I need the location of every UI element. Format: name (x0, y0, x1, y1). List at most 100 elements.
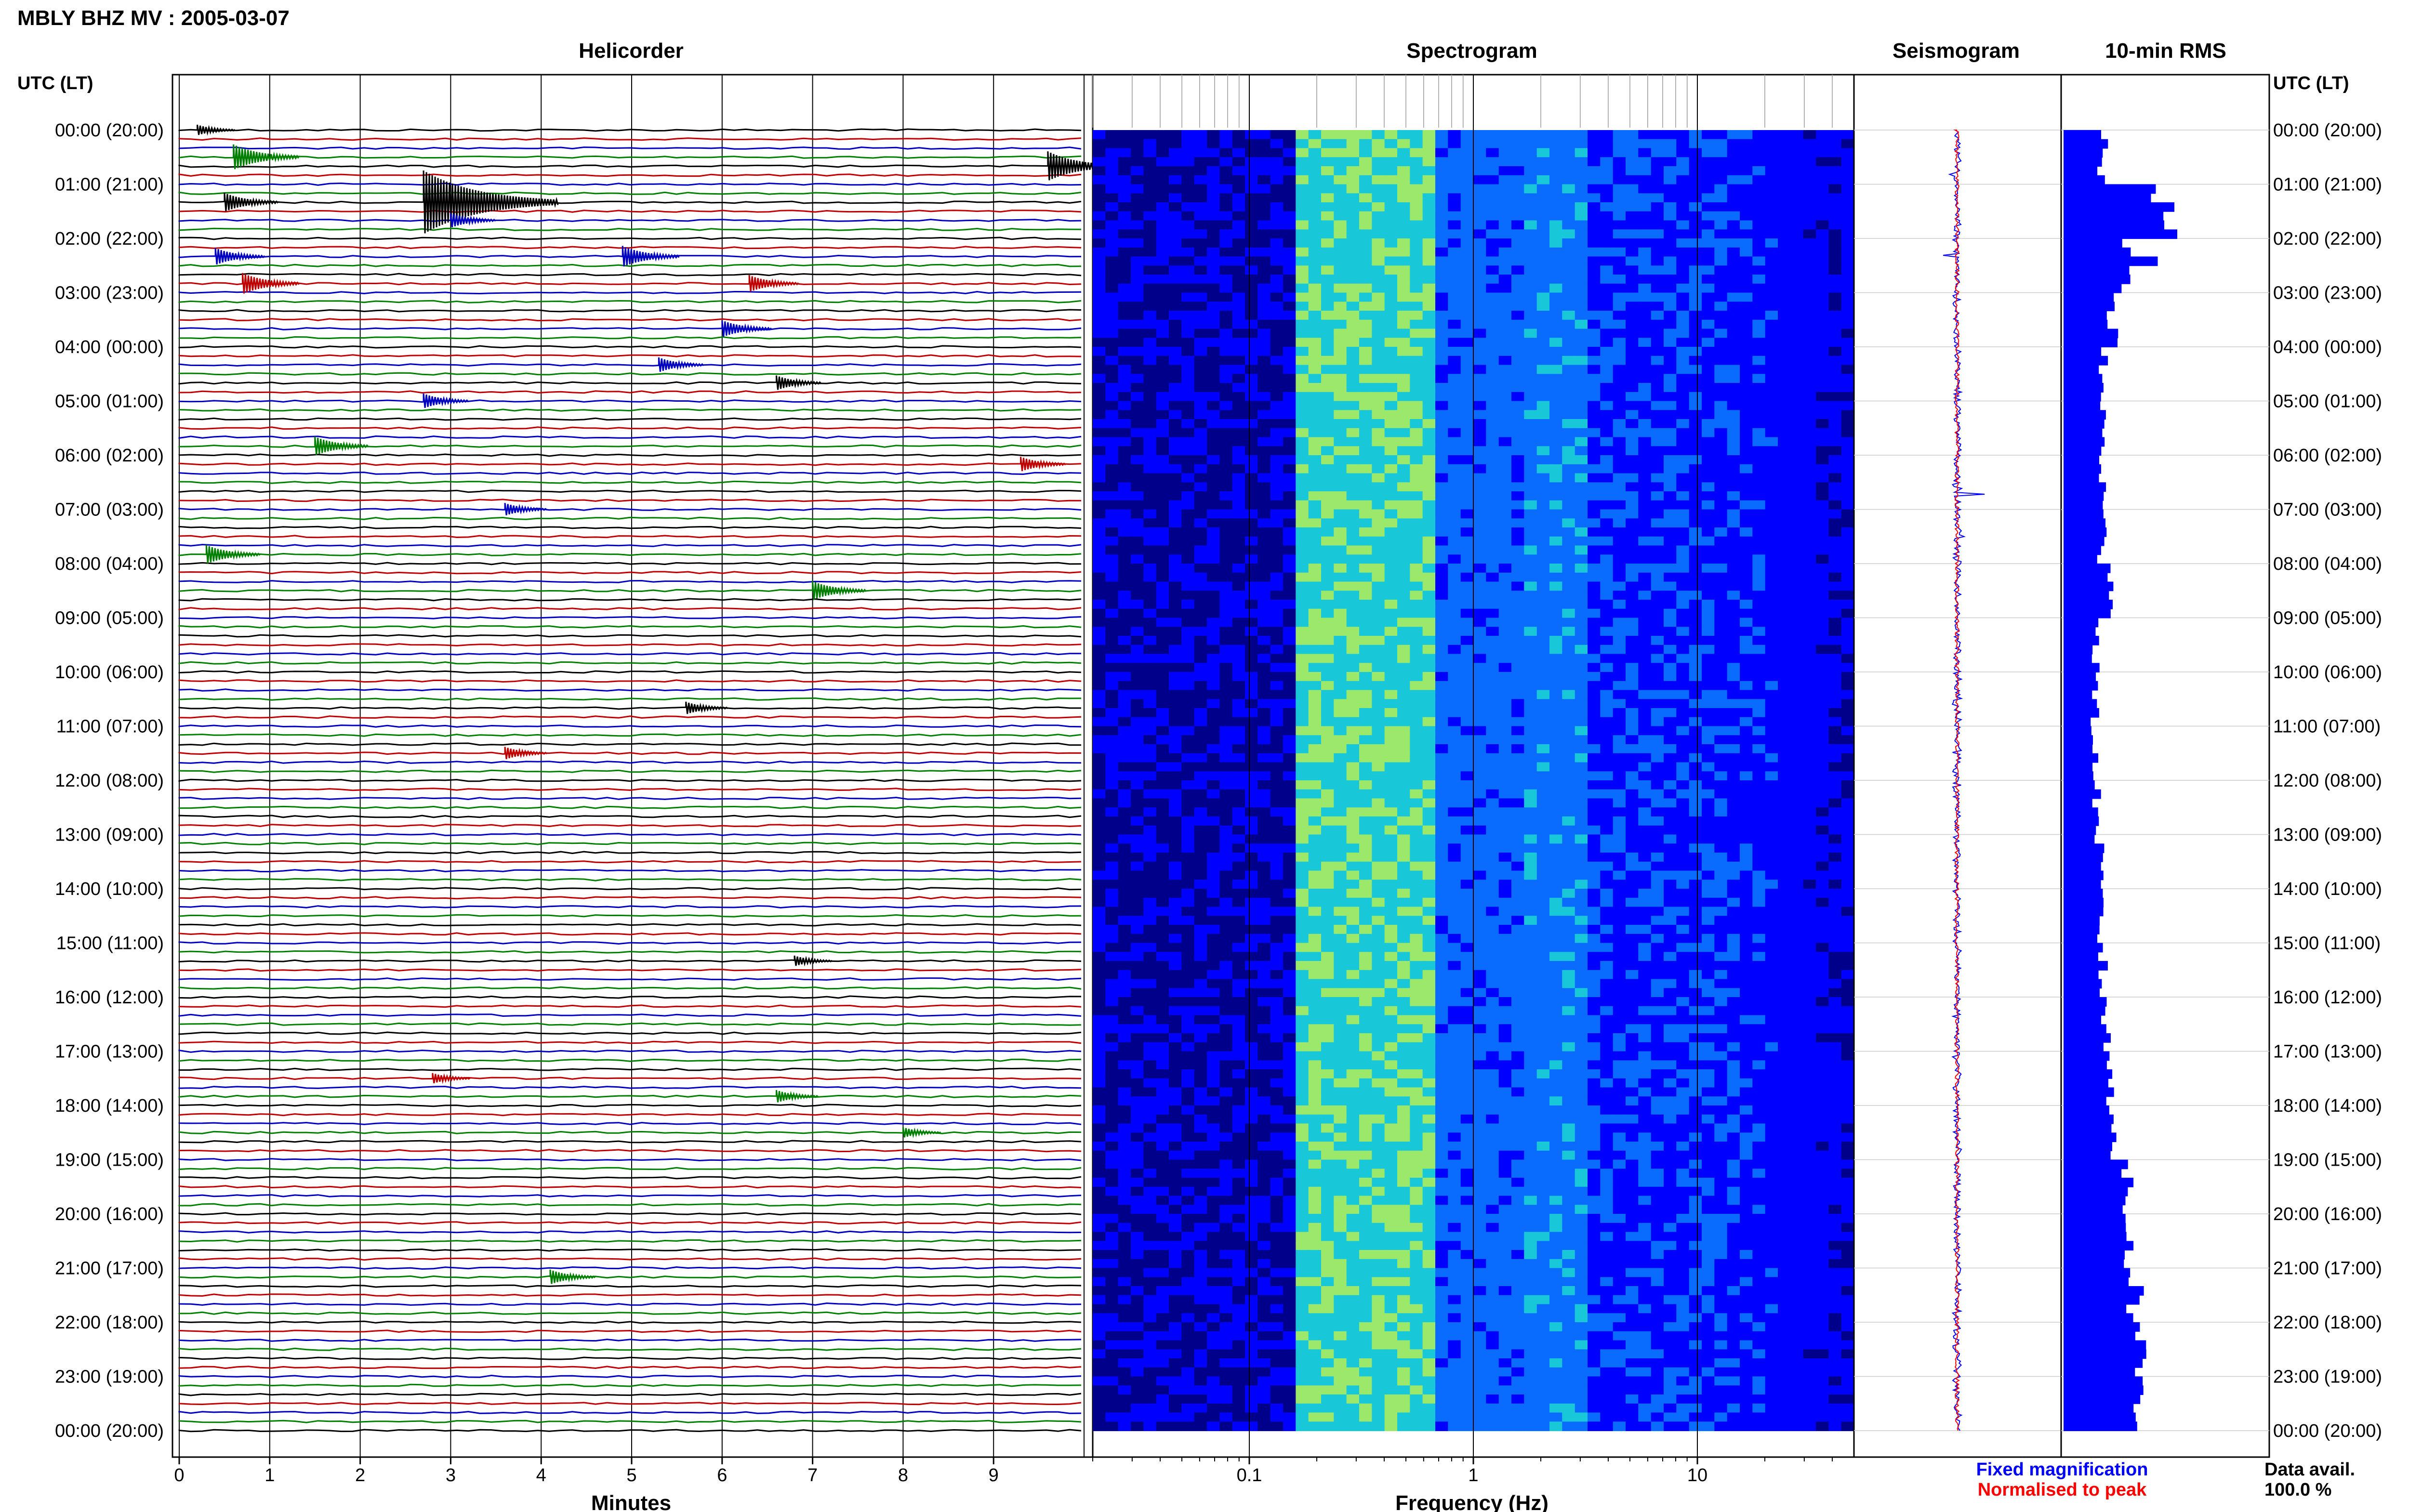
spectrogram-cell (1359, 464, 1373, 474)
spectrogram-cell (1169, 464, 1182, 474)
spectrogram-cell (1816, 708, 1829, 718)
spectrogram-cell (1651, 319, 1664, 329)
spectrogram-cell (1194, 636, 1207, 645)
spectrogram-cell (1486, 717, 1499, 727)
spectrogram-cell (1778, 247, 1791, 257)
spectrogram-cell (1600, 319, 1614, 329)
spectrogram-cell (1105, 672, 1119, 682)
spectrogram-cell (1676, 329, 1690, 339)
spectrogram-cell (1219, 527, 1233, 537)
spectrogram-cell (1194, 780, 1207, 790)
spectrogram-cell (1727, 319, 1740, 329)
spectrogram-cell (1435, 789, 1449, 799)
spectrogram-cell (1334, 238, 1347, 248)
spectrogram-cell (1245, 374, 1258, 384)
spectrogram-cell (1143, 527, 1157, 537)
spectrogram-cell (1664, 816, 1677, 826)
spectrogram-cell (1600, 211, 1614, 221)
spectrogram-cell (1181, 825, 1195, 835)
spectrogram-cell (1714, 518, 1728, 528)
spectrogram-cell (1613, 437, 1626, 447)
spectrogram-cell (1689, 500, 1702, 510)
spectrogram-cell (1676, 564, 1690, 573)
spectrogram-cell (1296, 383, 1309, 393)
spectrogram-cell (1727, 130, 1740, 140)
left-time-label: 00:00 (20:00) (55, 1421, 164, 1441)
spectrogram-cell (1841, 247, 1854, 257)
spectrogram-cell (1422, 798, 1436, 808)
spectrogram-cell (1448, 202, 1461, 212)
spectrogram-cell (1549, 247, 1563, 257)
spectrogram-cell (1346, 302, 1360, 312)
helicorder-trace (178, 1104, 1082, 1107)
spectrogram-cell (1714, 581, 1728, 592)
spectrogram-cell (1498, 735, 1512, 745)
spectrogram-cell (1740, 139, 1753, 149)
helicorder-trace (178, 290, 1082, 295)
spectrogram-cell (1588, 726, 1601, 736)
right-time-label: 20:00 (16:00) (2273, 1204, 2382, 1224)
spectrogram-cell (1105, 464, 1119, 474)
spectrogram-cell (1093, 437, 1106, 447)
spectrogram-cell (1181, 762, 1195, 772)
spectrogram-cell (1334, 690, 1347, 700)
spectrogram-cell (1448, 329, 1461, 339)
spectrogram-cell (1131, 256, 1144, 266)
spectrogram-cell (1473, 157, 1487, 167)
spectrogram-cell (1143, 311, 1157, 320)
spectrogram-cell (1536, 319, 1550, 329)
spectrogram-cell (1638, 591, 1652, 601)
spectrogram-cell (1511, 139, 1525, 149)
spectrogram-cell (1232, 130, 1245, 140)
spectrogram-cell (1600, 834, 1614, 844)
spectrogram-cell (1524, 410, 1537, 420)
spectrogram-cell (1676, 229, 1690, 239)
spectrogram-cell (1397, 148, 1411, 158)
spectrogram-cell (1473, 319, 1487, 329)
spectrogram-cell (1410, 518, 1423, 528)
spectrogram-cell (1283, 518, 1297, 528)
spectrogram-cell (1372, 699, 1385, 709)
spectrogram-cell (1181, 618, 1195, 628)
spectrogram-cell (1283, 572, 1297, 582)
spectrogram-cell (1105, 428, 1119, 438)
spectrogram-cell (1156, 717, 1169, 727)
spectrogram-cell (1714, 193, 1728, 203)
spectrogram-cell (1664, 753, 1677, 763)
spectrogram-cell (1511, 446, 1525, 456)
spectrogram-cell (1740, 275, 1753, 284)
spectrogram-cell (1549, 780, 1563, 790)
spectrogram-cell (1790, 545, 1804, 555)
spectrogram-cell (1143, 708, 1157, 718)
spectrogram-cell (1372, 329, 1385, 339)
spectrogram-cell (1245, 482, 1258, 492)
spectrogram-cell (1460, 229, 1474, 239)
spectrogram-cell (1752, 202, 1766, 212)
spectrogram-cell (1727, 762, 1740, 772)
spectrogram-cell (1689, 265, 1702, 276)
spectrogram-cell (1435, 130, 1449, 140)
spectrogram-cell (1613, 771, 1626, 781)
spectrogram-cell (1245, 564, 1258, 573)
spectrogram-cell (1219, 302, 1233, 312)
spectrogram-cell (1626, 627, 1639, 637)
spectrogram-cell (1232, 473, 1245, 483)
spectrogram-cell (1651, 618, 1664, 628)
spectrogram-cell (1169, 446, 1182, 456)
spectrogram-cell (1778, 419, 1791, 429)
spectrogram-cell (1308, 663, 1322, 673)
spectrogram-cell (1372, 292, 1385, 302)
spectrogram-cell (1790, 608, 1804, 618)
spectrogram-cell (1841, 564, 1854, 573)
spectrogram-cell (1334, 329, 1347, 339)
helicorder-trace (178, 309, 1082, 313)
spectrogram-cell (1689, 690, 1702, 700)
spectrogram-cell (1448, 789, 1461, 799)
spectrogram-cell (1664, 202, 1677, 212)
spectrogram-cell (1308, 798, 1322, 808)
spectrogram-cell (1562, 825, 1575, 835)
spectrogram-cell (1549, 265, 1563, 276)
spectrogram-cell (1588, 690, 1601, 700)
spectrogram-cell (1651, 816, 1664, 826)
spectrogram-cell (1676, 410, 1690, 420)
